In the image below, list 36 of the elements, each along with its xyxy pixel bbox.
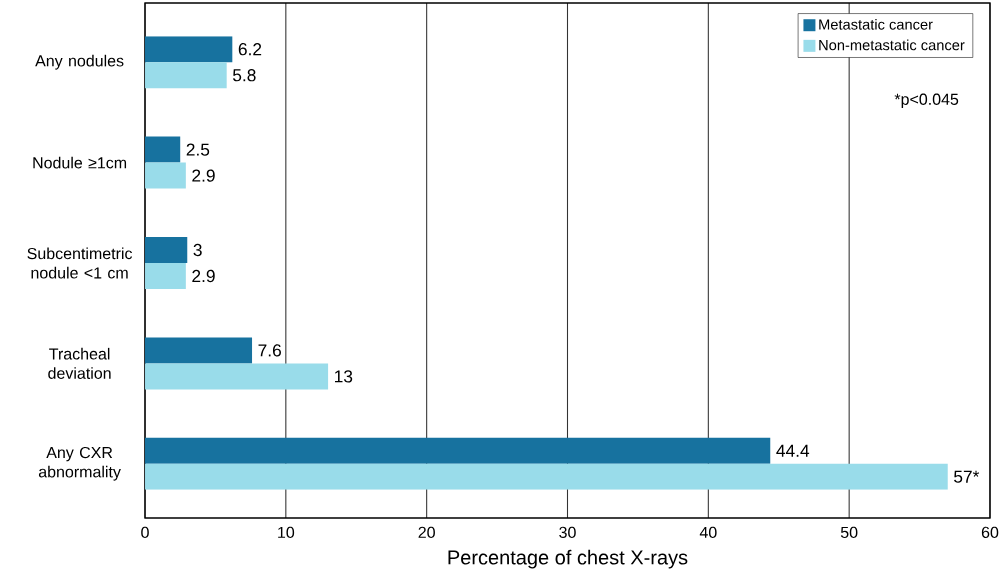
data-label: 5.8: [232, 69, 256, 82]
bar: [145, 136, 181, 163]
bar: [145, 263, 186, 289]
legend-label: Non-metastatic cancer: [819, 39, 965, 51]
data-label: 2.9: [192, 169, 215, 182]
data-label: 13: [335, 370, 353, 383]
data-label: 2.9: [192, 269, 215, 283]
data-label: 57*: [954, 470, 980, 483]
y-tick-label: Nodule ≥1cm: [33, 156, 127, 169]
data-label: 7.6: [258, 344, 281, 357]
x-tick-label: 50: [840, 526, 858, 539]
annotation: *p<0.045: [894, 93, 959, 109]
bar: [145, 363, 329, 390]
x-tick-label: 40: [699, 526, 717, 539]
bar: [145, 36, 233, 63]
bar: [145, 437, 771, 464]
data-label: 3: [193, 243, 202, 257]
bar: [145, 337, 253, 364]
y-tick-label: Any nodules: [35, 54, 124, 70]
x-axis-title: Percentage of chest X-rays: [448, 549, 688, 569]
data-label: 44.4: [776, 444, 810, 457]
y-tick-label: Any CXR abnormality: [38, 446, 121, 481]
data-label: 2.5: [186, 143, 210, 156]
bar: [145, 162, 186, 189]
x-tick-label: 10: [278, 526, 295, 539]
y-tick-label: Subcentimetric nodule <1 cm: [27, 247, 133, 279]
bar: [145, 237, 188, 264]
bar: [145, 62, 227, 89]
legend-label: Metastatic cancer: [819, 18, 933, 30]
x-tick-label: 20: [418, 526, 435, 539]
x-tick-label: 60: [981, 526, 999, 539]
x-tick-label: 30: [559, 526, 576, 539]
bar: [145, 463, 948, 490]
y-tick-label: Tracheal deviation: [48, 347, 111, 379]
data-label: 6.2: [238, 43, 262, 56]
x-tick-label: 0: [141, 526, 149, 539]
